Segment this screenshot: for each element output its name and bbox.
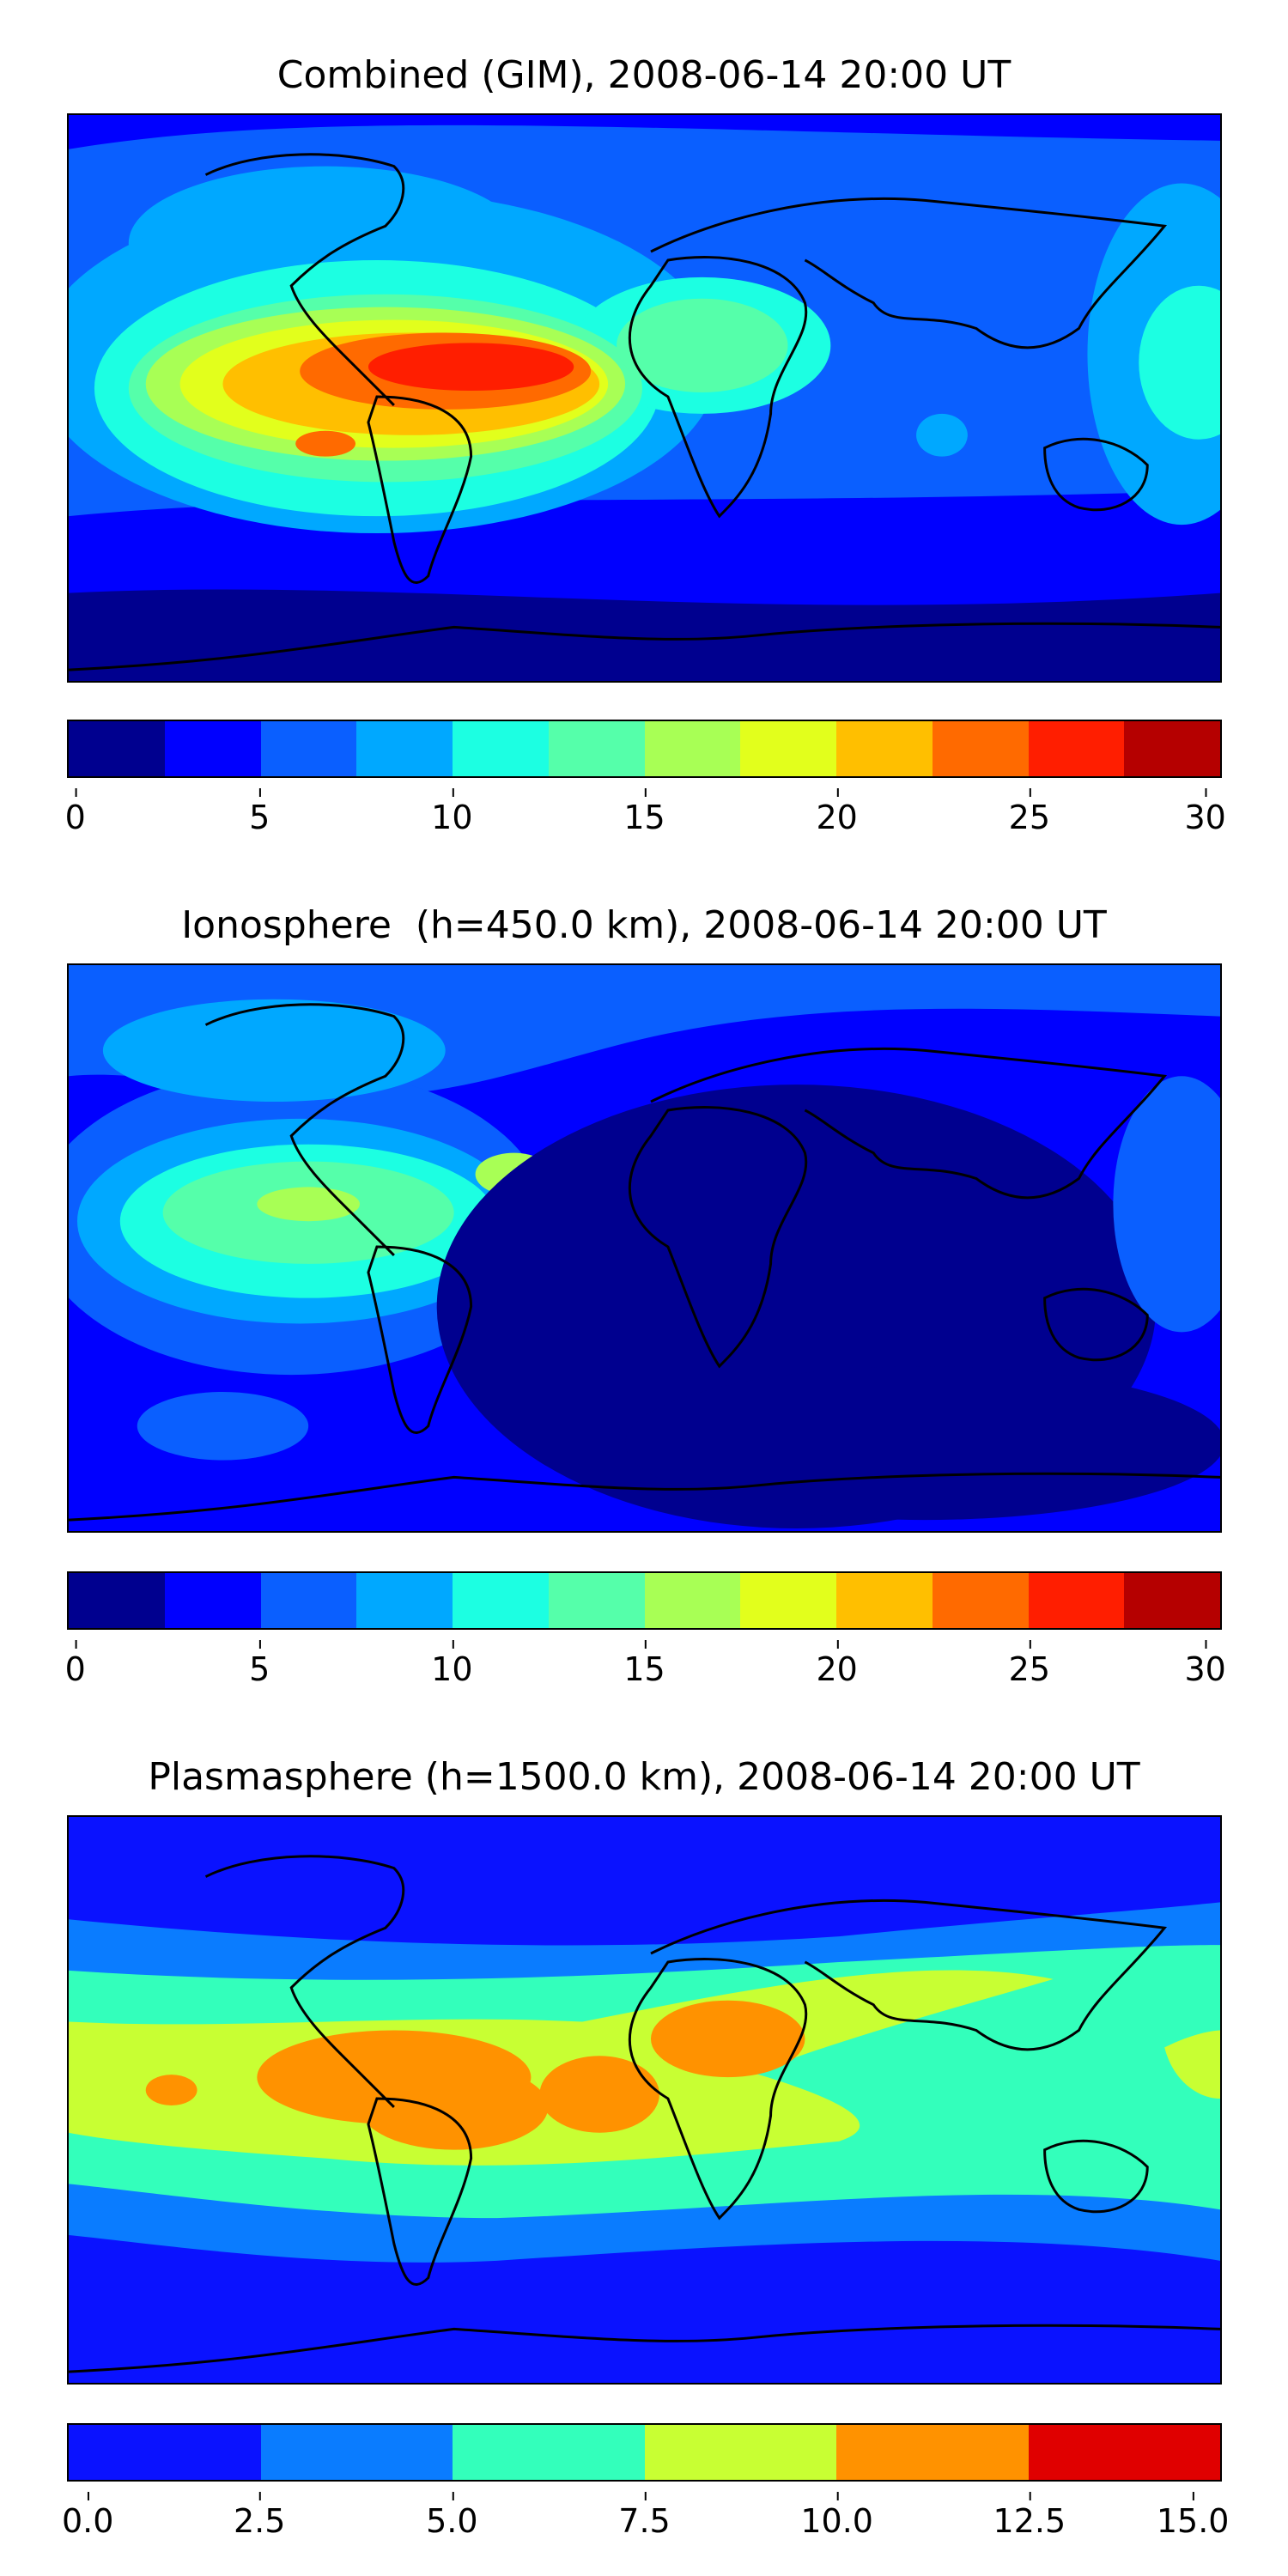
colorbar-tick-label: 20 — [816, 1640, 858, 1688]
colorbar-segment — [453, 721, 549, 776]
colorbar-segment — [453, 2425, 645, 2480]
combined-map — [67, 113, 1222, 683]
colorbar-tick-label: 0 — [64, 788, 86, 836]
ionosphere-colorbar-ticks: 0 5 10 15 20 25 30 — [64, 1640, 1226, 1693]
colorbar-tick-label: 7.5 — [618, 2492, 671, 2540]
colorbar-tick-label: 15 — [623, 1640, 665, 1688]
colorbar-segment — [836, 721, 933, 776]
colorbar-segment — [1124, 1573, 1220, 1628]
colorbar-tick-label: 25 — [1008, 1640, 1051, 1688]
combined-colorbar-ticks: 0 5 10 15 20 25 30 — [64, 788, 1226, 841]
colorbar-tick-label: 5 — [249, 788, 270, 836]
colorbar-tick-label: 5 — [249, 1640, 270, 1688]
colorbar-segment — [260, 1573, 357, 1628]
colorbar-tick-label: 30 — [1184, 788, 1226, 836]
colorbar-segment — [1124, 721, 1220, 776]
colorbar-segment — [164, 1573, 261, 1628]
ionosphere-map — [67, 963, 1222, 1533]
colorbar-segment — [932, 721, 1029, 776]
colorbar-segment — [644, 721, 741, 776]
colorbar-segment — [740, 721, 836, 776]
colorbar-segment — [644, 1573, 741, 1628]
colorbar-tick-label: 0.0 — [61, 2492, 114, 2540]
colorbar-segment — [69, 2425, 261, 2480]
colorbar-tick-label: 2.5 — [233, 2492, 286, 2540]
colorbar-tick-label: 10 — [431, 1640, 473, 1688]
colorbar-tick-label: 30 — [1184, 1640, 1226, 1688]
combined-map-title: Combined (GIM), 2008-06-14 20:00 UT — [276, 53, 1012, 97]
colorbar-segment — [69, 721, 165, 776]
colorbar-segment — [740, 1573, 836, 1628]
colorbar-segment — [1028, 721, 1125, 776]
colorbar-tick-label: 10 — [431, 788, 473, 836]
colorbar-segment — [1028, 1573, 1125, 1628]
ionosphere-colorbar — [67, 1571, 1222, 1630]
colorbar-tick-label: 10.0 — [800, 2492, 873, 2540]
combined-colorbar — [67, 720, 1222, 778]
colorbar-tick-label: 12.5 — [993, 2492, 1066, 2540]
plasmasphere-colorbar — [67, 2423, 1222, 2482]
colorbar-segment — [836, 1573, 933, 1628]
colorbar-segment — [1028, 2425, 1220, 2480]
plasmasphere-map — [67, 1815, 1222, 2385]
plasmasphere-colorbar-ticks: 0.0 2.5 5.0 7.5 10.0 12.5 15.0 — [62, 2492, 1229, 2545]
colorbar-segment — [644, 2425, 836, 2480]
colorbar-tick-label: 0 — [64, 1640, 86, 1688]
colorbar-segment — [69, 1573, 165, 1628]
colorbar-tick-label: 25 — [1008, 788, 1051, 836]
colorbar-segment — [260, 2425, 453, 2480]
colorbar-tick-label: 15 — [623, 788, 665, 836]
colorbar-segment — [356, 1573, 453, 1628]
ionosphere-map-title: Ionosphere (h=450.0 km), 2008-06-14 20:0… — [181, 903, 1107, 947]
colorbar-segment — [548, 1573, 645, 1628]
colorbar-tick-label: 5.0 — [426, 2492, 478, 2540]
colorbar-segment — [453, 1573, 549, 1628]
colorbar-tick-label: 20 — [816, 788, 858, 836]
colorbar-segment — [356, 721, 453, 776]
plasmasphere-map-title: Plasmasphere (h=1500.0 km), 2008-06-14 2… — [148, 1755, 1140, 1799]
colorbar-segment — [164, 721, 261, 776]
colorbar-segment — [932, 1573, 1029, 1628]
colorbar-segment — [548, 721, 645, 776]
colorbar-segment — [836, 2425, 1029, 2480]
colorbar-segment — [260, 721, 357, 776]
colorbar-tick-label: 15.0 — [1156, 2492, 1230, 2540]
